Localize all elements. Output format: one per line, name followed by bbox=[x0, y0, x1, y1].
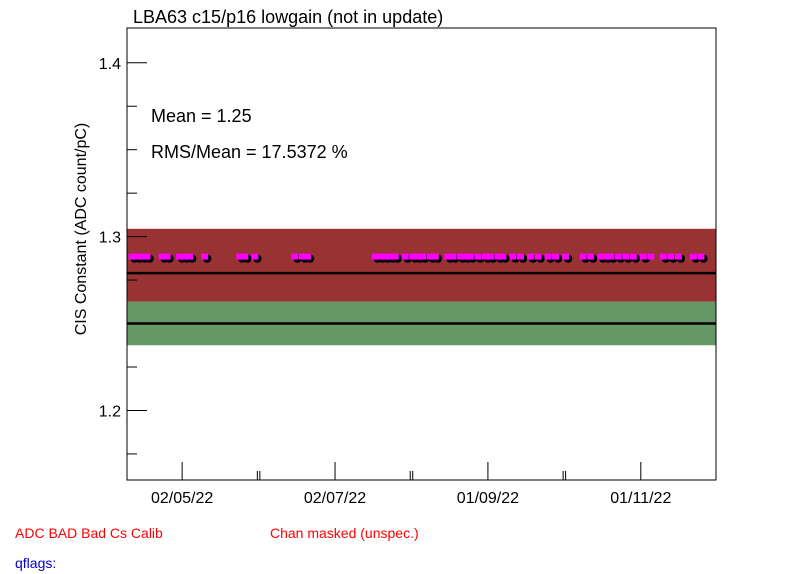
y-tick-label: 1.3 bbox=[99, 230, 121, 247]
data-point-masked bbox=[444, 253, 452, 260]
data-point-masked bbox=[133, 253, 141, 260]
plot-frame bbox=[126, 27, 717, 481]
data-point-masked bbox=[201, 253, 209, 260]
data-point-masked bbox=[499, 253, 507, 260]
data-point-masked bbox=[602, 253, 610, 260]
data-point-masked bbox=[474, 253, 482, 260]
data-point-masked bbox=[629, 253, 637, 260]
data-point-masked bbox=[587, 253, 595, 260]
data-point-masked bbox=[251, 253, 259, 260]
data-point-masked bbox=[494, 253, 502, 260]
data-point-masked bbox=[527, 253, 535, 260]
y-tick-label: 1.2 bbox=[99, 403, 121, 420]
data-point-masked bbox=[431, 253, 439, 260]
data-point-masked bbox=[401, 253, 409, 260]
rms-mean-label: RMS/Mean = 17.5372 % bbox=[151, 142, 348, 162]
data-point-masked bbox=[449, 253, 457, 260]
data-point-masked bbox=[128, 253, 136, 260]
y-axis-label: CIS Constant (ADC count/pC) bbox=[73, 123, 90, 336]
data-point-masked bbox=[391, 253, 399, 260]
x-tick-label: 01/09/22 bbox=[457, 490, 519, 507]
data-point-masked bbox=[622, 253, 630, 260]
data-point-masked bbox=[674, 253, 682, 260]
data-point-masked bbox=[639, 253, 647, 260]
chart-title: LBA63 c15/p16 lowgain (not in update) bbox=[133, 7, 443, 27]
qflags-label: qflags: bbox=[15, 555, 57, 571]
data-point-masked bbox=[481, 253, 489, 260]
mean-label: Mean = 1.25 bbox=[151, 106, 252, 126]
data-point-masked bbox=[697, 253, 705, 260]
data-point-masked bbox=[236, 253, 244, 260]
data-point-masked bbox=[409, 253, 417, 260]
data-point-masked bbox=[138, 253, 146, 260]
x-tick-label: 01/11/22 bbox=[610, 490, 671, 507]
data-point-masked bbox=[509, 253, 517, 260]
data-point-masked bbox=[607, 253, 615, 260]
data-point-masked bbox=[381, 253, 389, 260]
data-point-masked bbox=[143, 253, 151, 260]
data-point-masked bbox=[466, 253, 474, 260]
data-point-masked bbox=[456, 253, 464, 260]
data-point-masked bbox=[158, 253, 166, 260]
data-point-masked bbox=[298, 253, 306, 260]
data-point-masked bbox=[291, 253, 299, 260]
data-point-masked bbox=[597, 253, 605, 260]
data-point-masked bbox=[647, 253, 655, 260]
data-point-masked bbox=[386, 253, 394, 260]
data-point-masked bbox=[562, 253, 570, 260]
data-point-masked bbox=[176, 253, 184, 260]
data-point-masked bbox=[517, 253, 525, 260]
y-tick-label: 1.4 bbox=[99, 56, 121, 73]
data-point-masked bbox=[376, 253, 384, 260]
data-point-masked bbox=[534, 253, 542, 260]
data-point-masked bbox=[371, 253, 379, 260]
data-point-masked bbox=[544, 253, 552, 260]
data-point-masked bbox=[241, 253, 249, 260]
chan-masked-flag: Chan masked (unspec.) bbox=[270, 525, 419, 541]
data-point-masked bbox=[579, 253, 587, 260]
data-point-masked bbox=[303, 253, 311, 260]
data-point-masked bbox=[667, 253, 675, 260]
band-upper bbox=[127, 228, 716, 302]
data-point-masked bbox=[689, 253, 697, 260]
data-point-masked bbox=[181, 253, 189, 260]
data-point-masked bbox=[419, 253, 427, 260]
data-point-masked bbox=[186, 253, 194, 260]
data-point-masked bbox=[552, 253, 560, 260]
adc-bad-flag: ADC BAD Bad Cs Calib bbox=[15, 525, 163, 541]
data-point-masked bbox=[486, 253, 494, 260]
data-point-masked bbox=[659, 253, 667, 260]
data-point-masked bbox=[163, 253, 171, 260]
data-point-masked bbox=[426, 253, 434, 260]
data-point-masked bbox=[614, 253, 622, 260]
x-tick-label: 02/07/22 bbox=[304, 490, 366, 507]
data-point-masked bbox=[414, 253, 422, 260]
x-tick-label: 02/05/22 bbox=[151, 490, 213, 507]
data-point-masked bbox=[461, 253, 469, 260]
